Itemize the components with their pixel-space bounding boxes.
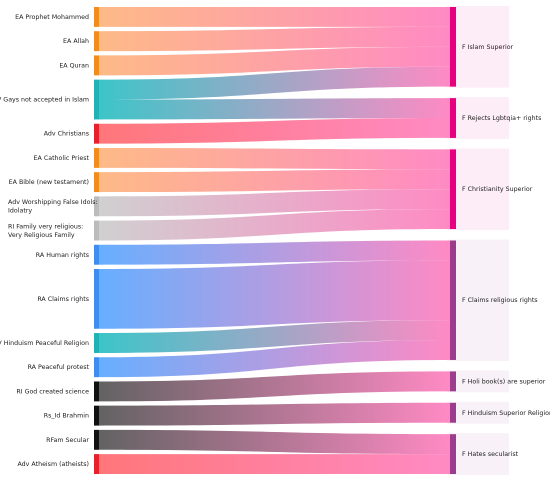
- target-band-f-claims-religious-rights: [447, 239, 509, 361]
- source-label: Adv Worshipping False Idols: Idolatry: [8, 199, 98, 215]
- source-node-ea-prophet-mohammed: [94, 7, 99, 27]
- source-label: RA Human rights: [36, 252, 89, 259]
- target-node-f-rejects-lgbtqia-rights: [450, 98, 456, 138]
- source-node-ra-claims-rights: [94, 269, 99, 329]
- target-band-f-hates-secularist: [447, 433, 509, 475]
- source-node-ra-peaceful-protest: [94, 357, 99, 378]
- source-label: RI Family very religious: Very Religious …: [8, 223, 83, 239]
- link-adv-worshipping-false-idols-idolatry-to-f-christianity-superior: [99, 189, 450, 217]
- target-band-f-rejects-lgbtqia-rights: [447, 97, 509, 139]
- source-node-adv-atheism-atheists: [94, 454, 99, 474]
- source-label: RFam Secular: [46, 437, 89, 444]
- source-label: EA Bible (new testament): [9, 179, 89, 186]
- source-node-ri-god-created-science: [94, 381, 99, 402]
- link-pv-gays-not-accepted-in-islam-to-f-rejects-lgbtqia-rights: [99, 98, 450, 120]
- source-label: PV Gays not accepted in Islam: [0, 97, 89, 104]
- source-nodes: [94, 7, 99, 474]
- target-band-f-holi-book-s-are-superior: [447, 370, 509, 393]
- source-label: Adv Christians: [44, 131, 89, 138]
- target-node-f-christianity-superior: [450, 149, 456, 230]
- target-node-f-holi-book-s-are-superior: [450, 371, 456, 392]
- source-label: RA Peaceful protest: [28, 364, 90, 371]
- source-label: RA Claims rights: [37, 296, 89, 303]
- target-label: F Hinduism Superior Religion: [462, 410, 550, 417]
- link-adv-christians-to-f-rejects-lgbtqia-rights: [99, 118, 450, 144]
- source-label: Adv Atheism (atheists): [17, 461, 89, 468]
- source-label: RI God created science: [16, 388, 89, 395]
- target-label: F Christianity Superior: [462, 186, 533, 193]
- source-node-ra-human-rights: [94, 244, 99, 265]
- source-node-ri-family-very-religious-very-religious-family: [94, 220, 99, 241]
- target-node-f-claims-religious-rights: [450, 240, 456, 360]
- link-ea-allah-to-f-islam-superior: [99, 26, 450, 52]
- link-pv-hinduism-peaceful-religion-to-f-claims-religious-rights: [99, 320, 450, 353]
- link-rfam-secular-to-f-hates-secularist: [99, 429, 450, 455]
- link-ea-bible-new-testament-to-f-christianity-superior: [99, 169, 450, 193]
- source-node-pv-gays-not-accepted-in-islam: [94, 79, 99, 120]
- link-ea-quran-to-f-islam-superior: [99, 46, 450, 76]
- source-node-adv-worshipping-false-idols-idolatry: [94, 196, 99, 217]
- source-node-ea-catholic-priest: [94, 147, 99, 168]
- source-node-adv-christians: [94, 123, 99, 144]
- target-node-f-hinduism-superior-religion: [450, 402, 456, 423]
- source-labels: EA Prophet Mohammed EA Allah EA Quran PV Ga…: [0, 14, 98, 468]
- source-label: EA Catholic Priest: [34, 155, 90, 162]
- source-node-ea-quran: [94, 55, 99, 76]
- source-node-rfam-secular: [94, 429, 99, 450]
- source-label: Rs_Id Brahmin: [44, 413, 89, 420]
- link-ea-catholic-priest-to-f-christianity-superior: [99, 147, 450, 170]
- link-ri-god-created-science-to-f-holi-book-s-are-superior: [99, 371, 450, 402]
- link-ea-prophet-mohammed-to-f-islam-superior: [99, 7, 450, 27]
- target-label: F Holi book(s) are superior: [462, 378, 546, 385]
- target-nodes: [450, 7, 456, 474]
- source-node-pv-hinduism-peaceful-religion: [94, 333, 99, 353]
- target-label: F Rejects Lgbtqia+ rights: [462, 115, 541, 122]
- target-label: F Islam Superior: [462, 44, 514, 51]
- target-node-f-islam-superior: [450, 7, 456, 87]
- sankey-links: [99, 7, 450, 474]
- link-ra-claims-rights-to-f-claims-religious-rights: [99, 260, 450, 329]
- target-band-f-christianity-superior: [447, 148, 509, 231]
- target-labels: F Islam Superior F Rejects Lgbtqia+ right…: [462, 44, 550, 458]
- source-node-rs-id-brahmin: [94, 405, 99, 426]
- source-label: EA Prophet Mohammed: [15, 14, 89, 21]
- link-ri-family-very-religious-very-religious-family-to-f-christianity-superior: [99, 209, 450, 241]
- source-label: EA Allah: [63, 38, 89, 45]
- link-ra-peaceful-protest-to-f-claims-religious-rights: [99, 340, 450, 378]
- link-rs-id-brahmin-to-f-hinduism-superior-religion: [99, 402, 450, 426]
- target-band-f-islam-superior: [447, 6, 509, 88]
- link-pv-gays-not-accepted-in-islam-to-f-islam-superior: [99, 66, 450, 100]
- target-label: F Hates secularist: [462, 451, 519, 458]
- source-label: EA Quran: [59, 62, 89, 69]
- source-node-ea-allah: [94, 31, 99, 52]
- target-node-f-hates-secularist: [450, 434, 456, 474]
- source-label: PV Hinduism Peaceful Religion: [0, 340, 89, 347]
- link-adv-atheism-atheists-to-f-hates-secularist: [99, 454, 450, 474]
- target-node-bands: [447, 6, 509, 475]
- target-band-f-hinduism-superior-religion: [447, 401, 509, 424]
- link-ra-human-rights-to-f-claims-religious-rights: [99, 240, 450, 265]
- source-node-ea-bible-new-testament: [94, 172, 99, 193]
- target-label: F Claims religious rights: [462, 297, 538, 304]
